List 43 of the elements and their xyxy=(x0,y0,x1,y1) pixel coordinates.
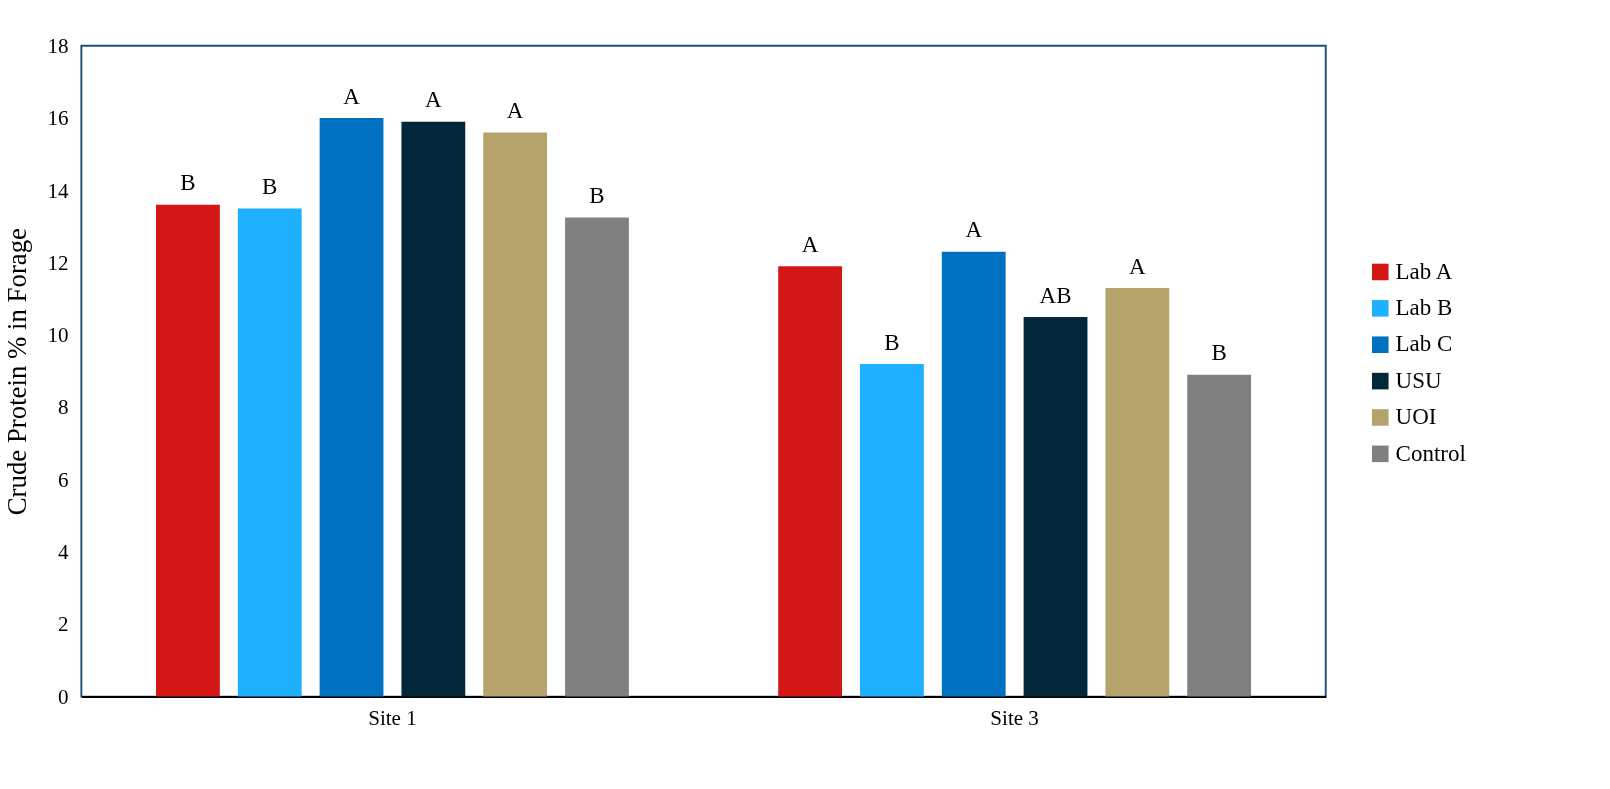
data-label: A xyxy=(506,98,524,124)
bar xyxy=(483,132,548,697)
legend-label: USU xyxy=(1395,367,1442,393)
data-label: B xyxy=(1211,340,1227,366)
bar xyxy=(565,217,629,697)
y-tick-label: 16 xyxy=(47,106,69,131)
bar xyxy=(941,251,1006,697)
legend-label: UOI xyxy=(1395,404,1437,430)
bar xyxy=(1023,316,1088,697)
data-label: A xyxy=(965,217,983,243)
y-tick-label: 2 xyxy=(57,612,69,637)
bar xyxy=(1187,374,1252,697)
data-label: A xyxy=(1129,253,1147,279)
bar xyxy=(401,121,466,697)
data-label: B xyxy=(884,329,900,355)
x-tick-label: Site 3 xyxy=(990,705,1039,730)
y-tick-label: 14 xyxy=(47,178,69,203)
y-tick-label: 4 xyxy=(57,540,69,565)
legend-label: Lab A xyxy=(1395,258,1453,284)
y-axis-title: Crude Protein % in Forage xyxy=(2,227,33,516)
legend-label: Lab B xyxy=(1395,295,1453,321)
legend-label: Lab C xyxy=(1395,331,1453,357)
data-label: B xyxy=(262,174,278,200)
data-label: A xyxy=(343,83,361,109)
data-label: B xyxy=(180,170,196,196)
bar xyxy=(1105,287,1170,697)
data-label: A xyxy=(801,231,819,257)
y-tick-label: 6 xyxy=(57,467,69,492)
bar xyxy=(778,266,843,697)
data-label: AB xyxy=(1039,282,1072,308)
y-tick-label: 8 xyxy=(57,395,69,420)
x-tick-label: Site 1 xyxy=(368,705,417,730)
data-label: B xyxy=(589,183,605,209)
y-tick-label: 18 xyxy=(47,33,69,58)
y-tick-label: 10 xyxy=(47,323,69,348)
legend-label: Control xyxy=(1395,440,1466,466)
y-tick-label: 12 xyxy=(47,250,69,275)
data-label: A xyxy=(425,87,443,113)
bar xyxy=(319,118,384,697)
bar xyxy=(860,363,924,697)
y-tick-label: 0 xyxy=(57,684,69,709)
bar xyxy=(237,208,302,697)
bar xyxy=(156,204,220,697)
